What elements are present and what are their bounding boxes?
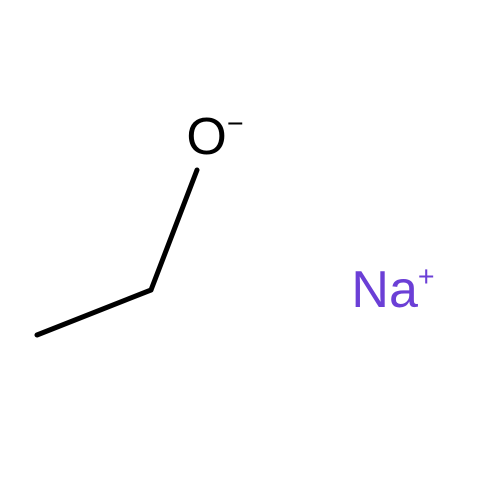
oxygen-charge: −	[227, 108, 244, 140]
sodium-symbol: Na	[351, 261, 417, 319]
bond-layer	[0, 0, 500, 500]
structure-canvas: O− Na+	[0, 0, 500, 500]
bond-line	[37, 290, 151, 335]
sodium-atom-label: Na+	[351, 264, 434, 316]
sodium-charge: +	[418, 261, 435, 293]
bond-line	[151, 170, 197, 290]
oxygen-atom-label: O−	[186, 111, 243, 163]
oxygen-symbol: O	[186, 108, 226, 166]
